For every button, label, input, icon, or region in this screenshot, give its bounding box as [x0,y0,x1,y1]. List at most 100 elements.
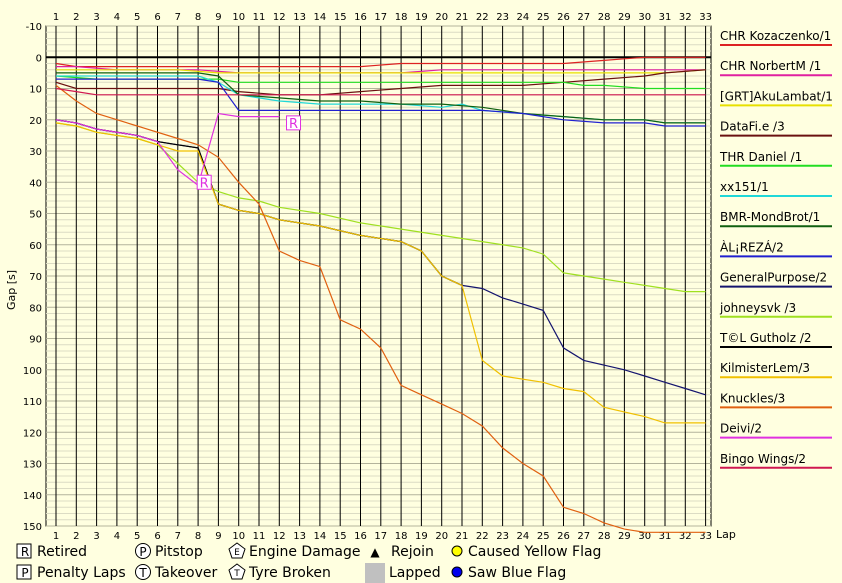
x-tick-label-top: 3 [93,12,99,23]
x-tick-label-top: 31 [659,12,672,23]
x-tick-label-bottom: 4 [114,531,120,542]
x-tick-label-top: 13 [293,12,306,23]
series-lines [55,56,706,533]
series-line [55,112,280,187]
x-tick-label-bottom: 16 [354,531,367,542]
x-tick-label-bottom: 3 [93,531,99,542]
grid [45,25,712,527]
x-tick-label-top: 10 [232,12,245,23]
y-tick-label: 60 [29,241,42,252]
y-tick-label: 130 [23,460,42,471]
x-tick-label-top: 20 [435,12,448,23]
status-box-icon [16,543,32,559]
legend-entry: THR Daniel /1 [719,150,802,164]
legend-entry: CHR NorbertM /1 [720,59,821,73]
x-tick-label-bottom: 27 [577,531,590,542]
x-tick-label-bottom: 5 [134,531,140,542]
x-tick-label-top: 29 [618,12,631,23]
series-line [55,56,706,68]
legend: CHR Kozaczenko/1 CHR NorbertM /1 [GRT]AkuL… [719,29,833,469]
y-tick-label: 90 [29,335,42,346]
blue-flag-icon [451,566,463,578]
x-tick-label-top: 23 [496,12,509,23]
x-tick-label-top: 27 [577,12,590,23]
series-line [55,69,706,96]
status-symbol: P [21,566,28,580]
y-tick-label: 20 [29,116,42,127]
x-tick-label-top: 30 [638,12,651,23]
x-tick-label-top: 16 [354,12,367,23]
y-tick-label: 30 [29,147,42,158]
status-legend-label: Pitstop [155,544,203,560]
status-legend-label: Rejoin [391,544,434,560]
status-symbol: R [21,545,29,559]
x-tick-label-top: 9 [215,12,221,23]
x-tick-label-bottom: 10 [232,531,245,542]
y-tick-label: 100 [23,366,42,377]
legend-entry: BMR-MondBrot/1 [720,210,820,224]
legend-entry: T©L Gutholz /2 [719,331,812,345]
legend-entry: [GRT]AkuLambat/1 [720,89,833,103]
status-legend-label: Engine Damage [249,544,361,560]
x-tick-label-bottom: 1 [53,531,59,542]
x-tick-label-bottom: 29 [618,531,631,542]
status-legend: R Retired P Pitstop E Engine Damage ▲ Rejoin Cau… [16,542,601,583]
legend-entry: CHR Kozaczenko/1 [720,29,831,43]
status-legend-label: Tyre Broken [248,565,331,581]
retired-marker-label: R [200,176,209,191]
status-circle-icon [135,564,151,580]
yellow-flag-icon [451,545,463,557]
y-tick-label: -10 [26,22,42,33]
x-tick-label-bottom: 32 [679,531,692,542]
retired-marker [286,115,302,131]
x-tick-label-top: 2 [73,12,79,23]
status-box-icon [16,564,32,580]
x-tick-label-top: 15 [334,12,347,23]
x-tick-label-top: 24 [517,12,530,23]
series-line [56,78,706,127]
y-tick-label: 10 [29,85,42,96]
x-tick-label-bottom: 30 [638,531,651,542]
x-tick-label-bottom: 25 [537,531,550,542]
x-tick-label-top: 6 [154,12,160,23]
legend-entry: johneysvk /3 [719,301,796,315]
x-tick-label-bottom: 21 [456,531,469,542]
y-tick-label: 110 [23,397,42,408]
x-tick-label-bottom: 2 [73,531,79,542]
y-tick-label: 80 [29,303,42,314]
legend-entry: DataFi.e /3 [720,120,785,134]
x-tick-label-top: 18 [395,12,408,23]
retired-marker [196,174,212,190]
series-line [56,72,706,124]
x-tick-label-top: 11 [253,12,266,23]
series-line [56,69,706,74]
x-tick-label-top: 21 [456,12,469,23]
y-tick-label: 140 [23,491,42,502]
y-tick-label: 70 [29,272,42,283]
status-symbol: P [139,545,146,559]
retired-marker-label: R [289,117,298,132]
series-line [55,122,706,293]
status-symbol: ▲ [370,545,380,559]
legend-entry: Knuckles/3 [720,391,785,405]
x-tick-label-bottom: 31 [659,531,672,542]
x-tick-label-top: 17 [374,12,387,23]
x-tick-label-bottom: 20 [435,531,448,542]
y-tick-label: 120 [23,428,42,439]
x-tick-label-bottom: 14 [314,531,327,542]
x-tick-label-bottom: 19 [415,531,428,542]
x-tick-label-bottom: 9 [215,531,221,542]
y-axis-label: Gap [s] [5,270,18,310]
series-line [55,87,706,96]
x-tick-label-bottom: 13 [293,531,306,542]
x-tick-label-top: 8 [195,12,201,23]
retire-markers: RR [196,115,302,191]
x-tick-label-top: 22 [476,12,489,23]
x-tick-label-top: 33 [699,12,712,23]
x-tick-label-bottom: 6 [154,531,160,542]
x-tick-label-bottom: 22 [476,531,489,542]
legend-entry: xx151/1 [720,180,769,194]
y-tick-label: 40 [29,178,42,189]
x-tick-label-bottom: 33 [699,531,712,542]
